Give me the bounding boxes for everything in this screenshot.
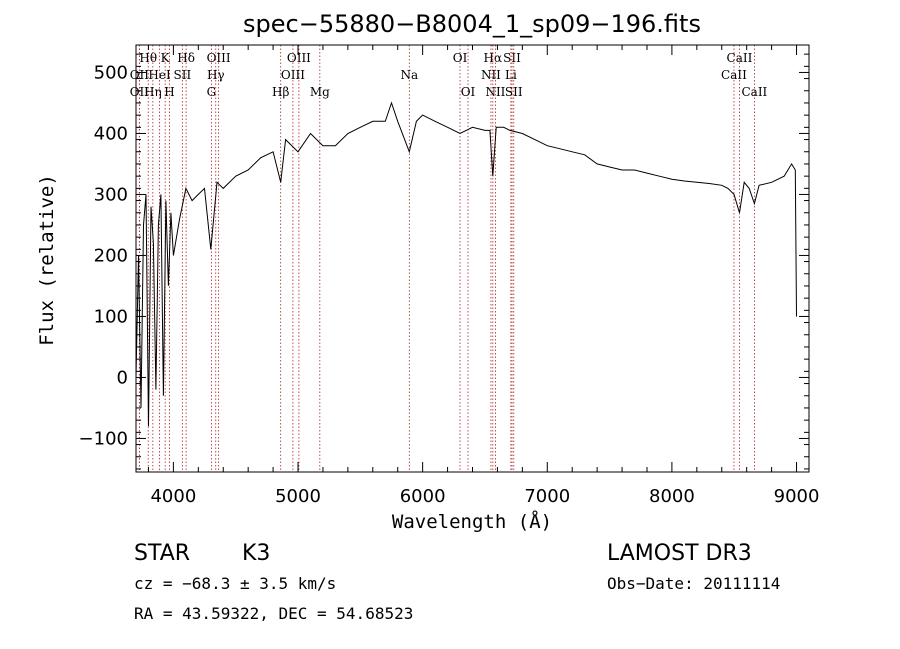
spectral-line-label: Hθ — [139, 51, 157, 65]
spectral-line-label: CaII — [727, 51, 753, 65]
x-tick-label: 6000 — [400, 486, 446, 507]
spectral-line-label: Hγ — [207, 68, 225, 82]
spectral-line-label: Hη — [144, 85, 162, 99]
obs-date: Obs−Date: 20111114 — [607, 574, 780, 593]
object-class: STAR — [134, 541, 190, 566]
x-tick-label: 5000 — [275, 486, 321, 507]
spectral-line-label: Mg — [310, 85, 330, 99]
redshift-info: cz = −68.3 ± 3.5 km/s — [134, 574, 336, 593]
object-subclass: K3 — [242, 541, 270, 566]
spectral-line-label: Na — [400, 68, 418, 82]
y-tick-label: 0 — [117, 367, 128, 388]
plot-frame — [135, 44, 810, 473]
survey-name: LAMOST DR3 — [607, 541, 752, 566]
spectral-line-label: OIII — [207, 51, 231, 65]
spectrum-series — [135, 101, 797, 427]
spectral-line-label: Hβ — [272, 85, 289, 99]
spectral-line-label: OIII — [281, 68, 305, 82]
y-tick-label: −100 — [79, 428, 128, 449]
y-tick-label: 300 — [94, 184, 128, 205]
x-tick-label: 7000 — [524, 486, 570, 507]
x-axis-label: Wavelength (Å) — [392, 510, 552, 533]
x-axis: 4000 5000 6000 7000 8000 9000 — [147, 45, 820, 507]
spectral-line-label: Hα — [484, 51, 503, 65]
spectral-line-label: OI — [461, 85, 476, 99]
spectral-line-label: OII — [130, 68, 150, 82]
spectral-line-label: CaII — [721, 68, 747, 82]
ra-dec-info: RA = 43.59322, DEC = 54.68523 — [134, 604, 413, 623]
spectral-line-label: Li — [505, 68, 517, 82]
spectral-line-label: Hδ — [177, 51, 195, 65]
spectral-line-label: SII — [174, 68, 192, 82]
spectral-line-label: H — [164, 85, 174, 99]
y-tick-label: 100 — [94, 306, 128, 327]
y-tick-label: 500 — [94, 62, 128, 83]
x-tick-label: 8000 — [649, 486, 695, 507]
spectral-line-label: CaII — [741, 85, 767, 99]
x-tick-label: 9000 — [774, 486, 820, 507]
spectrum-line — [135, 101, 797, 427]
y-axis-label: Flux (relative) — [36, 174, 58, 346]
y-tick-label: 200 — [94, 245, 128, 266]
spectral-line-label: OIII — [287, 51, 311, 65]
spectral-line-label: K — [161, 51, 171, 65]
spectral-line-label: SII — [505, 85, 523, 99]
spectral-line-label: NII — [481, 68, 501, 82]
chart-title: spec−55880−B8004_1_sp09−196.fits — [243, 10, 701, 38]
spectral-line-label: OI — [453, 51, 468, 65]
spectral-line-label: G — [207, 85, 217, 99]
spectral-line-label: OII — [130, 85, 150, 99]
spectral-line-label: HeI — [148, 68, 171, 82]
x-tick-label: 4000 — [150, 486, 196, 507]
spectral-line-label: NII — [485, 85, 505, 99]
spectral-line-label: SII — [503, 51, 521, 65]
y-axis: −100 0 100 200 300 400 500 — [79, 53, 809, 470]
y-tick-label: 400 — [94, 123, 128, 144]
